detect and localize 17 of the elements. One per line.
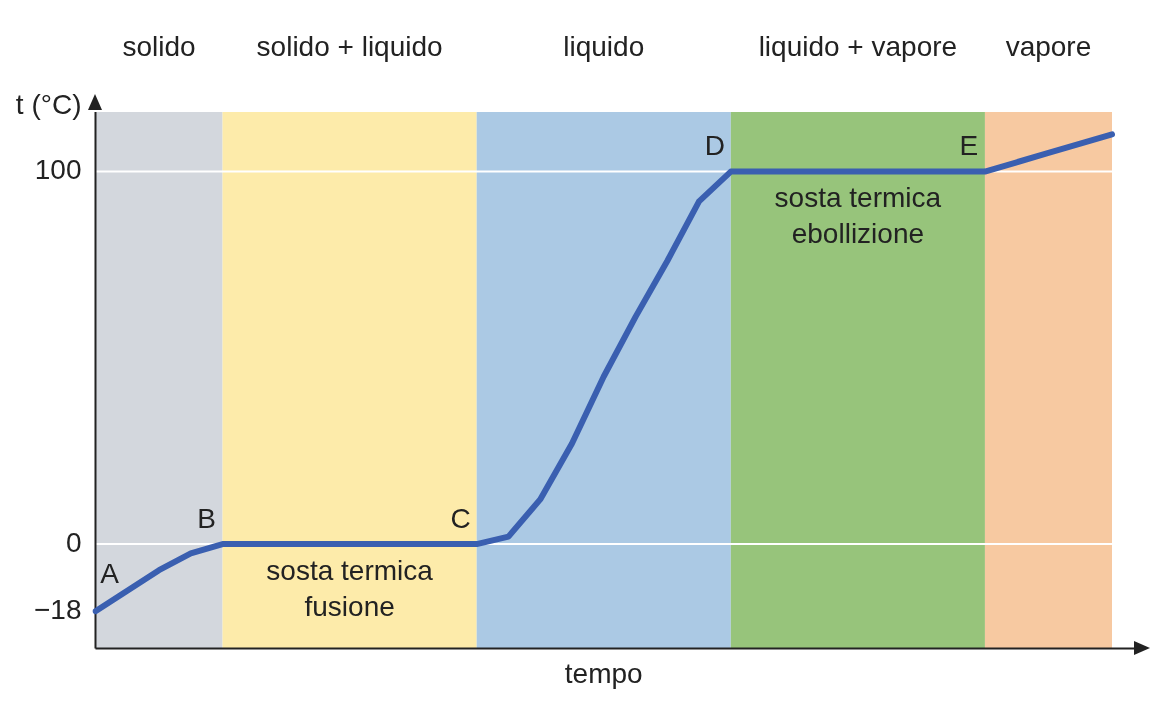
y-tick-label: 0 [65,526,82,558]
text: liquido [563,30,645,62]
data-label: sosta termica ebollizione [774,182,942,250]
data-label: B [197,502,216,534]
text: solido + liquido [256,30,443,62]
data-label: E [959,130,979,162]
text: solido [122,30,196,62]
data-label: A [100,557,120,589]
x-axis-title: tempo [564,657,643,689]
y-axis-title: t (°C) [15,88,82,120]
text: vapore [1005,30,1092,62]
y-tick-label: −18 [34,593,82,625]
y-tick-label: 100 [34,154,82,186]
text: liquido + vapore [758,30,958,62]
data-label: D [704,130,725,162]
data-label: sosta termica fusione [266,554,434,622]
data-label: C [450,502,471,534]
